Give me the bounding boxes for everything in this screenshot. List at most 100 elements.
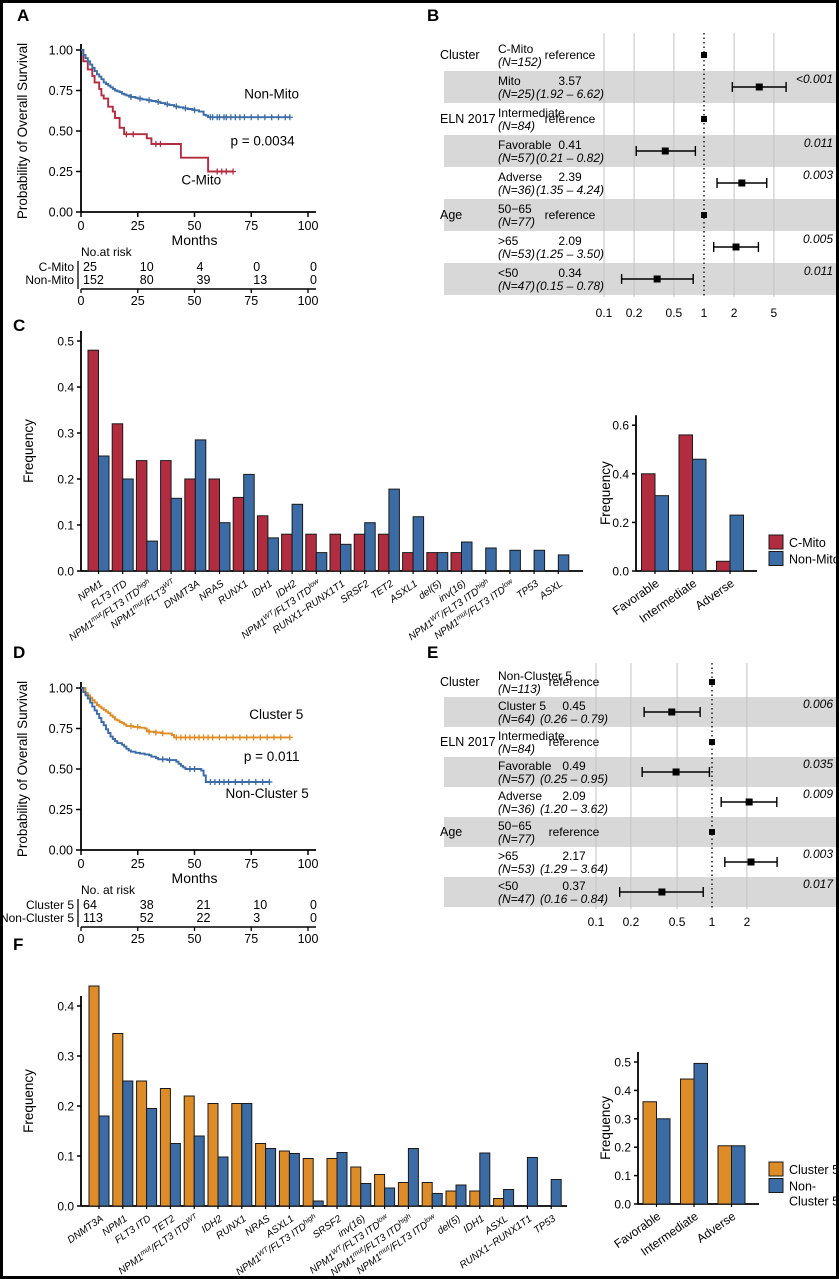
svg-text:50: 50: [188, 932, 202, 946]
svg-text:80: 80: [140, 273, 154, 287]
svg-text:Frequency: Frequency: [598, 461, 613, 525]
svg-text:0: 0: [78, 857, 85, 871]
svg-text:0: 0: [310, 911, 317, 925]
svg-text:(N=77): (N=77): [498, 832, 535, 846]
panel-b-label: B: [427, 6, 440, 25]
svg-text:1.00: 1.00: [49, 44, 73, 58]
svg-text:0.6: 0.6: [612, 419, 629, 433]
svg-text:2.39: 2.39: [558, 170, 582, 184]
svg-text:(N=152): (N=152): [498, 55, 542, 69]
svg-text:Intermediate: Intermediate: [498, 729, 565, 743]
svg-text:reference: reference: [545, 112, 596, 126]
svg-text:C-Mito: C-Mito: [39, 260, 75, 274]
svg-text:Adverse: Adverse: [693, 576, 737, 613]
svg-text:p = 0.011: p = 0.011: [244, 749, 300, 764]
svg-text:Cluster 5: Cluster 5: [789, 1163, 839, 1177]
svg-text:TP53: TP53: [532, 1213, 558, 1236]
svg-text:NPM1mut/FLT3 ITDhigh: NPM1mut/FLT3 ITDhigh: [66, 576, 154, 643]
svg-text:25: 25: [131, 932, 145, 946]
svg-text:Age: Age: [440, 825, 462, 839]
svg-text:Months: Months: [172, 232, 218, 248]
svg-text:(N=53): (N=53): [498, 862, 535, 876]
svg-text:<50: <50: [498, 266, 519, 280]
svg-text:0.0: 0.0: [57, 1200, 74, 1214]
svg-text:(0.16 – 0.84): (0.16 – 0.84): [540, 892, 608, 906]
svg-text:(0.15 – 0.78): (0.15 – 0.78): [536, 279, 604, 293]
svg-text:ASXL: ASXL: [537, 578, 565, 602]
svg-text:0.4: 0.4: [612, 467, 629, 481]
panel-a-label: A: [17, 6, 30, 25]
svg-text:0.011: 0.011: [804, 136, 833, 150]
svg-text:Frequency: Frequency: [21, 419, 36, 483]
panel-f-eln-frequency-chart: 0.00.10.20.30.40.5FavorableIntermediateA…: [598, 1052, 839, 1259]
svg-text:ELN 2017: ELN 2017: [440, 735, 496, 749]
svg-text:152: 152: [83, 273, 104, 287]
svg-text:(N=36): (N=36): [498, 183, 535, 197]
svg-text:IDH1: IDH1: [250, 578, 275, 600]
svg-text:0.3: 0.3: [57, 1050, 74, 1064]
svg-text:75: 75: [244, 294, 258, 308]
svg-text:(N=84): (N=84): [498, 119, 535, 133]
panel-e-forest-plot: Cluster Non-Cluster 5(N=113) referenceClus…: [440, 663, 836, 929]
svg-text:0: 0: [78, 932, 85, 946]
svg-text:ELN 2017: ELN 2017: [440, 112, 496, 126]
svg-text:Favorable: Favorable: [498, 138, 552, 152]
svg-text:0.2: 0.2: [626, 306, 643, 320]
svg-text:10: 10: [140, 260, 154, 274]
svg-text:Cluster: Cluster: [440, 675, 480, 689]
svg-text:0.5: 0.5: [614, 1056, 631, 1070]
svg-text:0.5: 0.5: [669, 915, 686, 929]
svg-text:50−65: 50−65: [498, 819, 532, 833]
svg-text:0.0: 0.0: [57, 565, 74, 579]
svg-text:2: 2: [731, 306, 738, 320]
svg-text:2: 2: [744, 915, 751, 929]
svg-text:38: 38: [140, 898, 154, 912]
svg-text:0.1: 0.1: [614, 1169, 631, 1183]
svg-text:2.09: 2.09: [562, 789, 586, 803]
svg-text:No. at risk: No. at risk: [81, 883, 136, 897]
panel-b-forest-plot: Cluster C-Mito(N=152) referenceMito(N=25)3…: [440, 33, 836, 320]
svg-text:22: 22: [197, 911, 211, 925]
svg-text:0.4: 0.4: [57, 1000, 74, 1014]
svg-text:25: 25: [83, 260, 97, 274]
svg-text:(N=84): (N=84): [498, 742, 535, 756]
svg-text:Favorable: Favorable: [498, 759, 552, 773]
svg-text:Non-Cluster 5: Non-Cluster 5: [498, 669, 572, 683]
svg-text:(0.26 – 0.79): (0.26 – 0.79): [540, 712, 608, 726]
svg-text:0: 0: [253, 260, 260, 274]
panel-c-label: C: [13, 316, 26, 335]
svg-text:TP53: TP53: [515, 578, 541, 601]
svg-text:0.5: 0.5: [57, 335, 74, 349]
svg-text:0.37: 0.37: [562, 879, 586, 893]
svg-text:0.45: 0.45: [562, 699, 586, 713]
svg-text:64: 64: [83, 898, 97, 912]
svg-text:0.011: 0.011: [804, 264, 833, 278]
svg-text:75: 75: [244, 219, 258, 233]
svg-text:Age: Age: [440, 208, 462, 222]
svg-text:(1.35 – 4.24): (1.35 – 4.24): [536, 183, 604, 197]
svg-text:Frequency: Frequency: [21, 1069, 36, 1133]
svg-text:113: 113: [83, 911, 103, 925]
svg-text:100: 100: [298, 294, 319, 308]
svg-text:Probability of Overall Surviva: Probability of Overall Survival: [15, 43, 30, 219]
svg-text:<50: <50: [498, 879, 519, 893]
svg-text:0: 0: [78, 294, 85, 308]
svg-text:5: 5: [771, 306, 778, 320]
svg-text:0.005: 0.005: [803, 232, 833, 246]
svg-text:2.09: 2.09: [558, 234, 582, 248]
svg-text:0.1: 0.1: [588, 915, 605, 929]
svg-text:No.at risk: No.at risk: [81, 245, 133, 259]
svg-text:(N=57): (N=57): [498, 772, 535, 786]
svg-text:0.25: 0.25: [49, 803, 73, 817]
svg-text:Adverse: Adverse: [498, 170, 542, 184]
svg-text:50: 50: [188, 857, 202, 871]
svg-text:1: 1: [709, 915, 716, 929]
svg-text:25: 25: [131, 857, 145, 871]
svg-text:3.57: 3.57: [558, 74, 582, 88]
svg-text:(N=36): (N=36): [498, 802, 535, 816]
svg-text:4: 4: [197, 260, 204, 274]
svg-text:Intermediate: Intermediate: [498, 106, 565, 120]
svg-text:75: 75: [244, 857, 258, 871]
svg-text:0.035: 0.035: [803, 757, 833, 771]
svg-text:p = 0.0034: p = 0.0034: [231, 134, 296, 149]
